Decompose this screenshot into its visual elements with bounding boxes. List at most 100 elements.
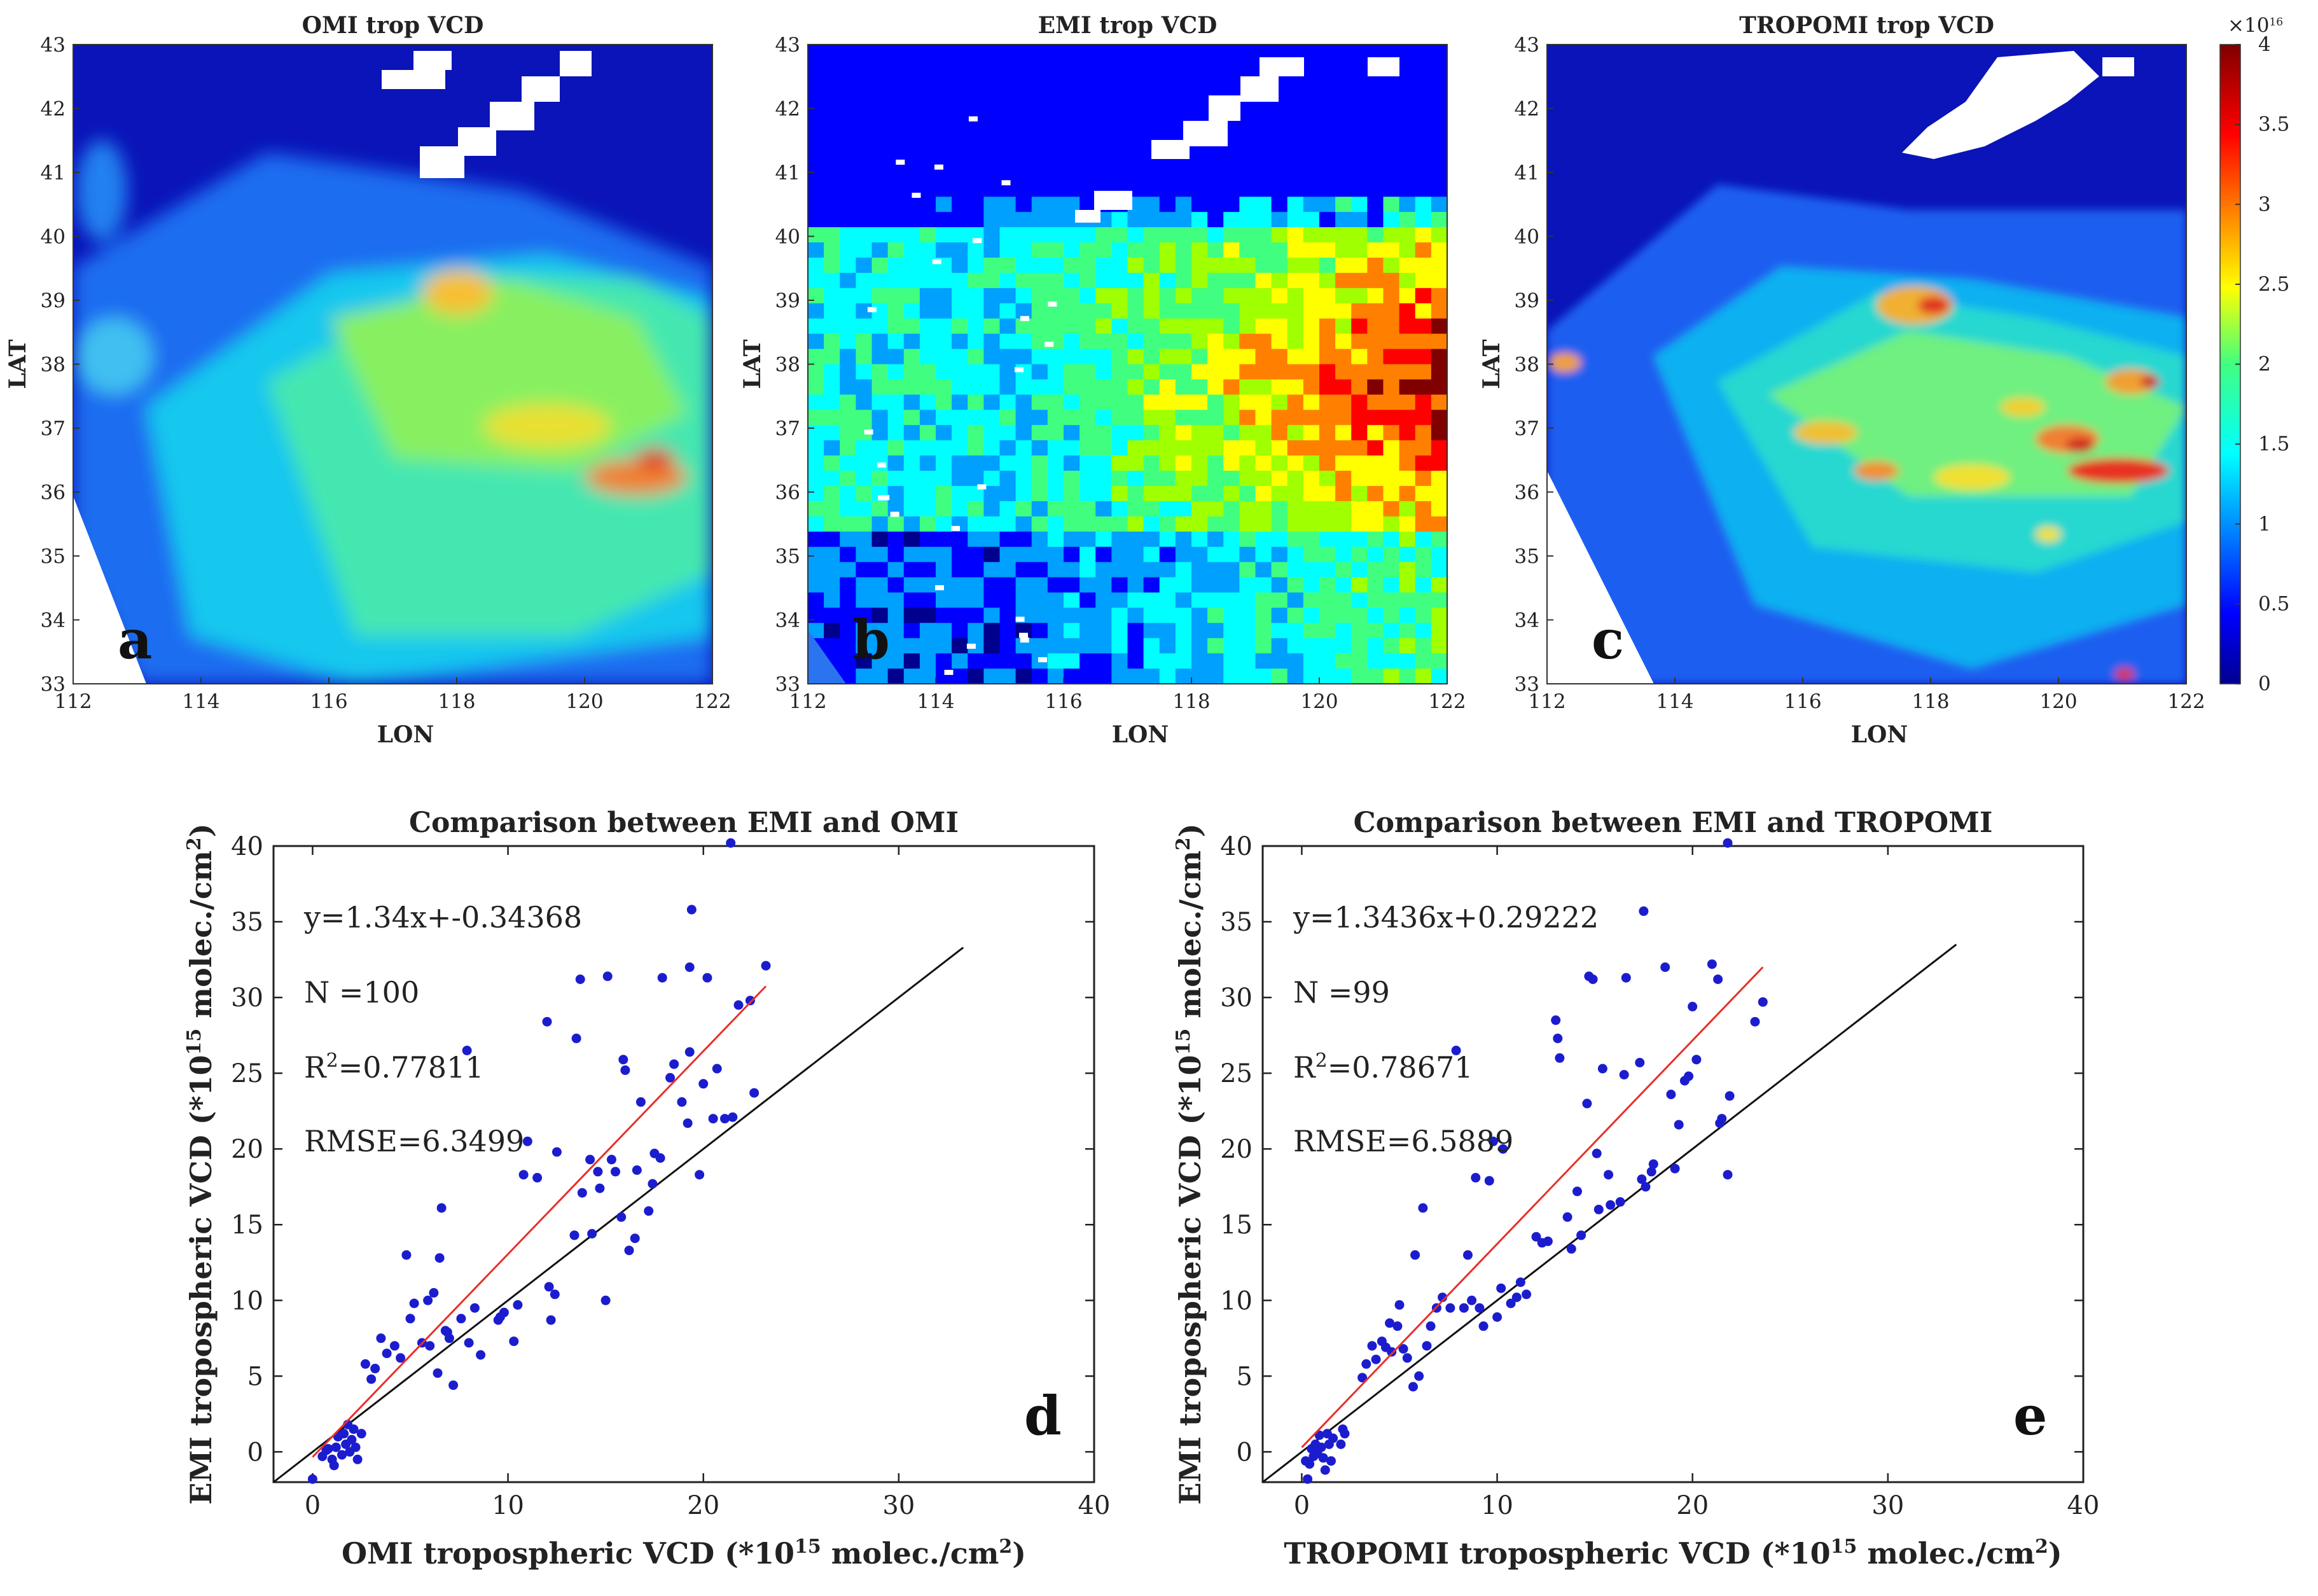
data-point — [1426, 1321, 1436, 1331]
data-point — [657, 973, 667, 983]
y-tick-label: 10 — [1220, 1286, 1253, 1315]
data-point — [1619, 1070, 1629, 1079]
data-point — [448, 1380, 459, 1391]
data-point — [1422, 1341, 1432, 1351]
data-point — [349, 1424, 359, 1434]
data-point — [1555, 1053, 1565, 1063]
data-point — [1639, 906, 1649, 916]
heatmap-tropomi — [1547, 45, 2186, 684]
data-point — [1637, 1174, 1647, 1184]
data-point — [433, 1368, 443, 1378]
y-tick-label: 25 — [1220, 1059, 1253, 1088]
data-point — [1371, 1354, 1381, 1364]
data-point — [360, 1359, 370, 1369]
data-point — [401, 1250, 412, 1260]
data-point — [345, 1447, 355, 1457]
scatter-panel-emi-tropomi: Comparison between EMI and TROPOMI 0 10 20 3… — [1172, 807, 2100, 1571]
x-tick-label: 20 — [687, 1491, 719, 1520]
data-point — [329, 1461, 339, 1471]
data-point — [1648, 1159, 1658, 1169]
data-point — [1484, 1176, 1494, 1186]
lat-tick-label: 40 — [775, 226, 800, 249]
data-point — [1522, 1289, 1532, 1300]
data-point — [624, 1246, 634, 1256]
scatter-title-e: Comparison between EMI and TROPOMI — [1354, 807, 1993, 839]
data-point — [1498, 1144, 1508, 1154]
data-point — [569, 1230, 580, 1240]
r-squared-e: R2=0.78671 — [1293, 1050, 1473, 1085]
y-tick-label: 0 — [247, 1438, 263, 1467]
lon-tick-label: 116 — [310, 690, 347, 713]
data-point — [550, 1289, 560, 1300]
panel-letter-b: b — [852, 608, 890, 671]
data-point — [1511, 1293, 1522, 1302]
y-tick-label: 0 — [1237, 1438, 1253, 1467]
identity-line-e — [1262, 943, 1957, 1483]
data-point — [499, 1307, 509, 1317]
colorbar-tick-label: 2 — [2258, 353, 2271, 376]
colorbar-tick-label: 0 — [2258, 672, 2271, 695]
y-tick-label: 15 — [1220, 1211, 1253, 1240]
map-title-emi: EMI trop VCD — [1038, 12, 1218, 39]
data-point — [1553, 1033, 1563, 1043]
scatter-title-d: Comparison between EMI and OMI — [409, 807, 959, 839]
fit-line-d — [312, 985, 767, 1458]
data-point — [462, 1045, 472, 1055]
data-point — [552, 1147, 562, 1157]
colorbar-tick-label: 2.5 — [2258, 273, 2289, 296]
data-point — [331, 1442, 341, 1452]
lat-tick-label: 34 — [775, 609, 800, 632]
data-point — [1459, 1303, 1469, 1313]
lat-tick-label: 36 — [41, 482, 66, 504]
lat-tick-label: 35 — [1515, 545, 1539, 568]
data-point — [389, 1341, 399, 1351]
data-point — [1723, 838, 1733, 848]
x-tick-label: 30 — [882, 1491, 915, 1520]
data-point — [1723, 1170, 1733, 1180]
scatter-ylabel-d: EMI tropospheric VCD (*1015 molec./cm2) — [183, 823, 219, 1504]
data-point — [456, 1314, 466, 1324]
lon-tick-label: 116 — [1044, 690, 1082, 713]
lat-tick-label: 36 — [1515, 482, 1539, 504]
data-point — [630, 1233, 640, 1244]
data-point — [1387, 1347, 1397, 1357]
data-point — [1398, 1344, 1408, 1354]
lon-tick-label: 122 — [2167, 690, 2205, 713]
panel-letter-e: e — [2013, 1384, 2047, 1447]
heatmap-omi — [73, 45, 712, 684]
data-point — [409, 1298, 419, 1308]
data-point — [376, 1333, 386, 1343]
data-point — [1717, 1114, 1727, 1124]
data-point — [546, 1315, 556, 1325]
map-title-omi: OMI trop VCD — [302, 12, 484, 39]
fit-equation-d: y=1.34x+-0.34368 — [303, 900, 582, 934]
data-point — [761, 961, 771, 971]
lat-tick-label: 40 — [1515, 226, 1539, 249]
lat-tick-label: 42 — [1515, 98, 1539, 121]
lat-tick-label: 37 — [1515, 417, 1539, 440]
data-point — [522, 1136, 532, 1146]
data-point — [1572, 1186, 1582, 1197]
data-point — [1713, 975, 1723, 984]
data-point — [1301, 1456, 1311, 1466]
data-point — [1303, 1474, 1313, 1484]
data-point — [347, 1434, 357, 1445]
lat-tick-label: 39 — [41, 289, 66, 312]
lat-tick-label: 33 — [1515, 673, 1539, 696]
rmse-d: RMSE=6.3499 — [304, 1124, 524, 1158]
lat-tick-label: 40 — [41, 226, 66, 249]
map-xlabel: LON — [1851, 721, 1908, 748]
data-point — [1467, 1295, 1477, 1305]
data-point — [1635, 1058, 1645, 1067]
lon-tick-label: 122 — [1428, 690, 1466, 713]
data-point — [405, 1314, 415, 1324]
lat-tick-label: 43 — [1515, 34, 1539, 57]
data-point — [726, 838, 736, 848]
data-point — [1615, 1197, 1625, 1207]
data-point — [425, 1341, 435, 1351]
data-point — [352, 1454, 363, 1464]
data-point — [1604, 1170, 1614, 1180]
heatmap-emi — [808, 45, 1447, 684]
data-point — [575, 975, 585, 984]
